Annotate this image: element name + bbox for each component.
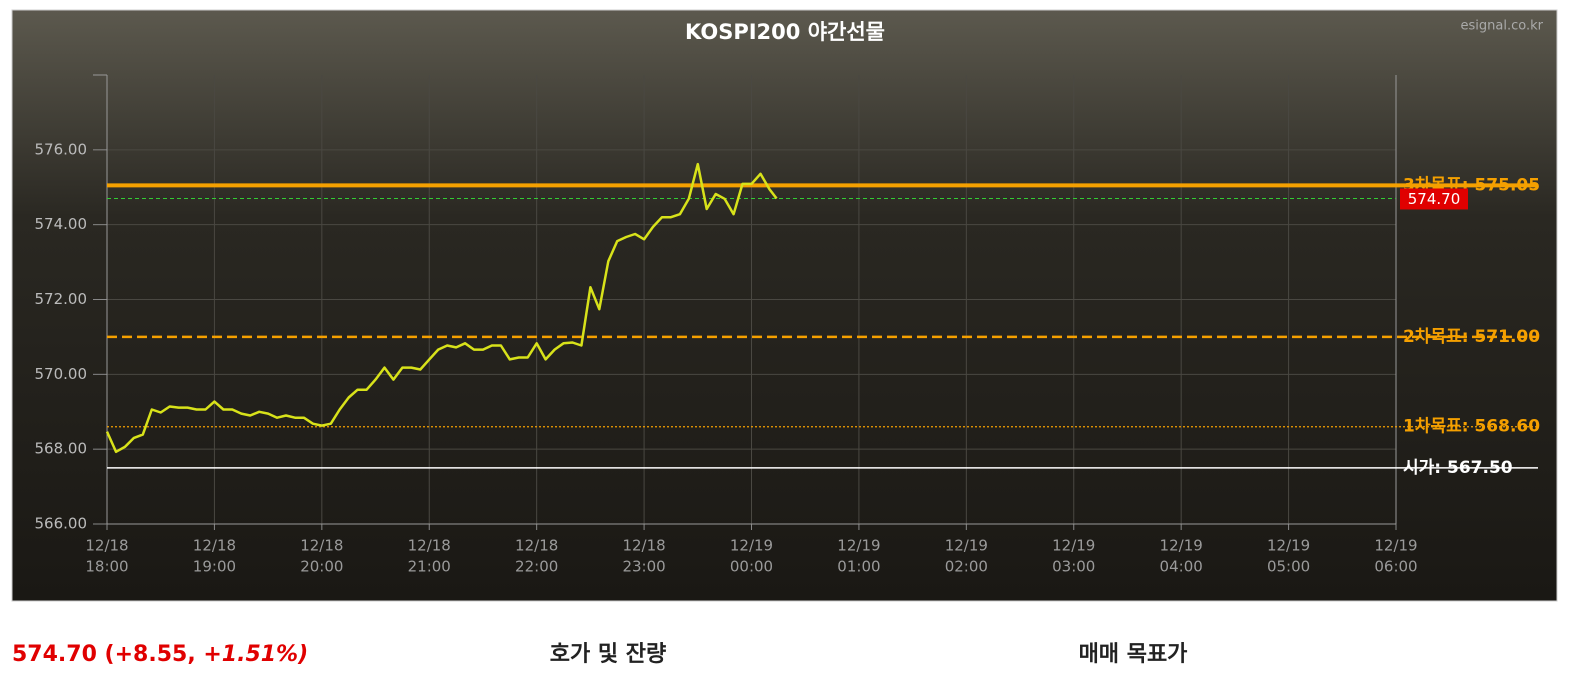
- y-tick-label: 568.00: [35, 440, 88, 458]
- quote-percent: 1.51%): [222, 642, 308, 667]
- chart-panel: [11, 9, 1558, 602]
- x-tick-label: 23:00: [622, 558, 665, 576]
- x-tick-label: 12/19: [837, 537, 880, 555]
- x-tick-label: 03:00: [1052, 558, 1095, 576]
- y-tick-label: 566.00: [35, 515, 88, 533]
- y-tick-label: 574.00: [35, 215, 88, 233]
- x-tick-label: 12/18: [300, 537, 343, 555]
- x-tick-label: 12/18: [515, 537, 558, 555]
- x-tick-label: 18:00: [85, 558, 128, 576]
- target-label: 시가: 567.50: [1403, 458, 1513, 478]
- x-tick-label: 12/19: [730, 537, 773, 555]
- x-tick-label: 20:00: [300, 558, 343, 576]
- x-tick-label: 00:00: [730, 558, 773, 576]
- target-label: 1차목표: 568.60: [1403, 417, 1540, 437]
- section-title: 호가 및 잔량: [550, 642, 667, 667]
- x-tick-label: 12/18: [622, 537, 665, 555]
- y-tick-label: 576.00: [35, 140, 88, 158]
- y-tick-label: 570.00: [35, 365, 88, 383]
- current-label: 574.70: [1408, 190, 1461, 208]
- x-tick-label: 02:00: [945, 558, 988, 576]
- x-tick-label: 21:00: [408, 558, 451, 576]
- x-tick-label: 12/19: [1160, 537, 1203, 555]
- x-tick-label: 01:00: [837, 558, 880, 576]
- price-line: [105, 162, 778, 454]
- x-tick-label: 22:00: [515, 558, 558, 576]
- quote-main: 574.70 (+8.55, +: [12, 642, 222, 667]
- x-tick-label: 12/19: [945, 537, 988, 555]
- x-tick-label: 05:00: [1267, 558, 1310, 576]
- plot: 566.00 568.00 570.00 572.00 574.00 576.00 12/1…: [35, 74, 1540, 576]
- x-tick-label: 12/19: [1267, 537, 1310, 555]
- section-title: 매매 목표가: [1079, 642, 1188, 667]
- x-tick-label: 06:00: [1374, 558, 1417, 576]
- target-label: 2차목표: 571.00: [1403, 327, 1540, 347]
- x-tick-label: 12/18: [193, 537, 236, 555]
- x-tick-label: 12/18: [408, 537, 451, 555]
- x-tick-label: 19:00: [193, 558, 236, 576]
- x-tick-label: 12/18: [85, 537, 128, 555]
- chart-title: KOSPI200 야간선물: [685, 20, 885, 44]
- source: esignal.co.kr: [1461, 19, 1544, 34]
- x-tick-label: 12/19: [1052, 537, 1095, 555]
- current-box: [1400, 188, 1468, 210]
- y-tick-label: 572.00: [35, 290, 88, 308]
- x-tick-label: 04:00: [1160, 558, 1203, 576]
- x-tick-label: 12/19: [1374, 537, 1417, 555]
- price-quote: 574.70 (+8.55, +1.51%): [12, 642, 308, 667]
